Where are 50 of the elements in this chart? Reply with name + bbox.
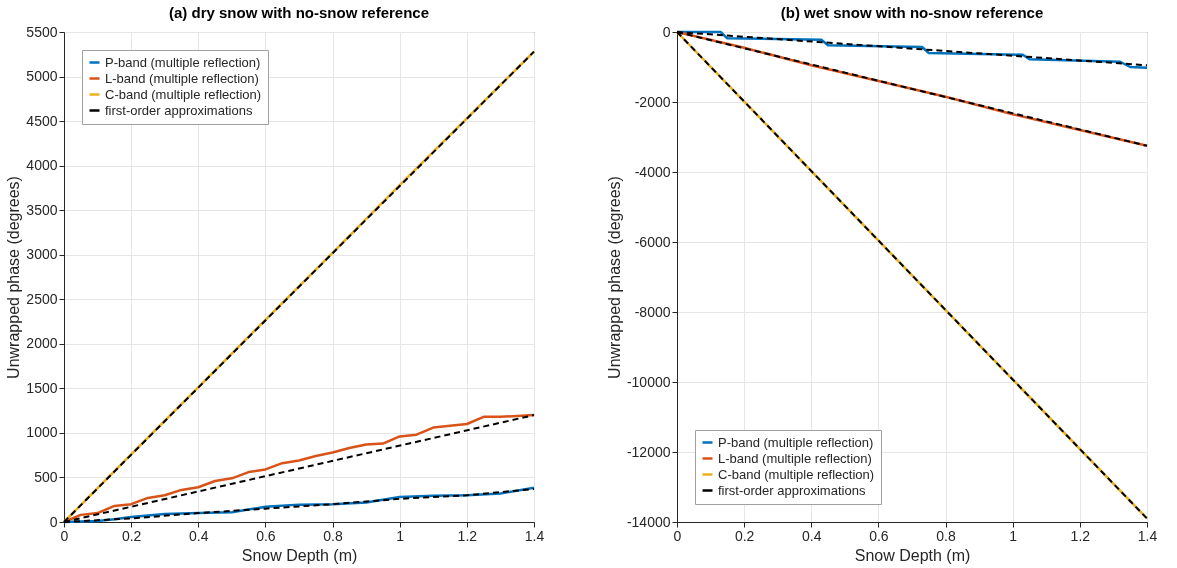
legend-label: P-band (multiple reflection) <box>105 54 261 70</box>
y-tick-label: 5000 <box>26 68 58 85</box>
y-tick-label: -14000 <box>626 513 671 530</box>
y-tick-label: -8000 <box>634 303 671 320</box>
legend-label: C-band (multiple reflection) <box>105 86 262 102</box>
x-tick-label: 0 <box>60 527 69 544</box>
y-tick-label: -2000 <box>634 93 671 110</box>
x-tick-label: 0 <box>673 527 682 544</box>
y-tick-label: 0 <box>49 513 58 530</box>
x-tick-label: 1 <box>396 527 405 544</box>
y-tick-label: -10000 <box>626 373 671 390</box>
y-tick-label: 5500 <box>26 23 58 40</box>
chart-title: (a) dry snow with no-snow reference <box>168 4 430 21</box>
y-tick-label: 4000 <box>26 157 58 174</box>
y-tick-label: 2500 <box>26 290 58 307</box>
x-tick-label: 0.4 <box>189 527 209 544</box>
x-tick-label: 1 <box>1009 527 1018 544</box>
x-tick-label: 0.4 <box>802 527 822 544</box>
x-tick-label: 0.8 <box>323 527 344 544</box>
x-tick-label: 0.2 <box>734 527 755 544</box>
chart-title: (b) wet snow with no-snow reference <box>780 4 1044 21</box>
x-tick-label: 0.8 <box>936 527 957 544</box>
legend-label: first-order approximations <box>718 482 866 498</box>
y-tick-label: 3500 <box>26 201 58 218</box>
y-tick-label: 4500 <box>26 112 58 129</box>
y-tick-label: 1500 <box>26 379 58 396</box>
legend-label: L-band (multiple reflection) <box>105 70 259 86</box>
y-axis-title: Unwrapped phase (degrees) <box>5 176 23 379</box>
y-tick-label: -12000 <box>626 443 671 460</box>
x-axis-title: Snow Depth (m) <box>854 546 971 564</box>
y-axis-title: Unwrapped phase (degrees) <box>605 176 623 379</box>
y-tick-label: 1000 <box>26 424 58 441</box>
y-tick-label: -4000 <box>634 163 671 180</box>
x-tick-label: 0.2 <box>121 527 142 544</box>
x-axis-title: Snow Depth (m) <box>241 546 358 564</box>
x-tick-label: 1.2 <box>457 527 478 544</box>
x-tick-label: 1.4 <box>524 527 545 544</box>
x-tick-label: 1.4 <box>1137 527 1158 544</box>
y-tick-label: 2000 <box>26 335 58 352</box>
legend-label: L-band (multiple reflection) <box>718 450 872 466</box>
x-tick-label: 1.2 <box>1070 527 1091 544</box>
legend-label: C-band (multiple reflection) <box>718 466 875 482</box>
y-tick-label: -6000 <box>634 233 671 250</box>
y-tick-label: 3000 <box>26 246 58 263</box>
legend-label: first-order approximations <box>105 102 253 118</box>
legend-label: P-band (multiple reflection) <box>718 434 874 450</box>
x-tick-label: 0.6 <box>256 527 276 544</box>
x-tick-label: 0.6 <box>869 527 889 544</box>
y-tick-label: 0 <box>662 23 671 40</box>
y-tick-label: 500 <box>34 468 58 485</box>
